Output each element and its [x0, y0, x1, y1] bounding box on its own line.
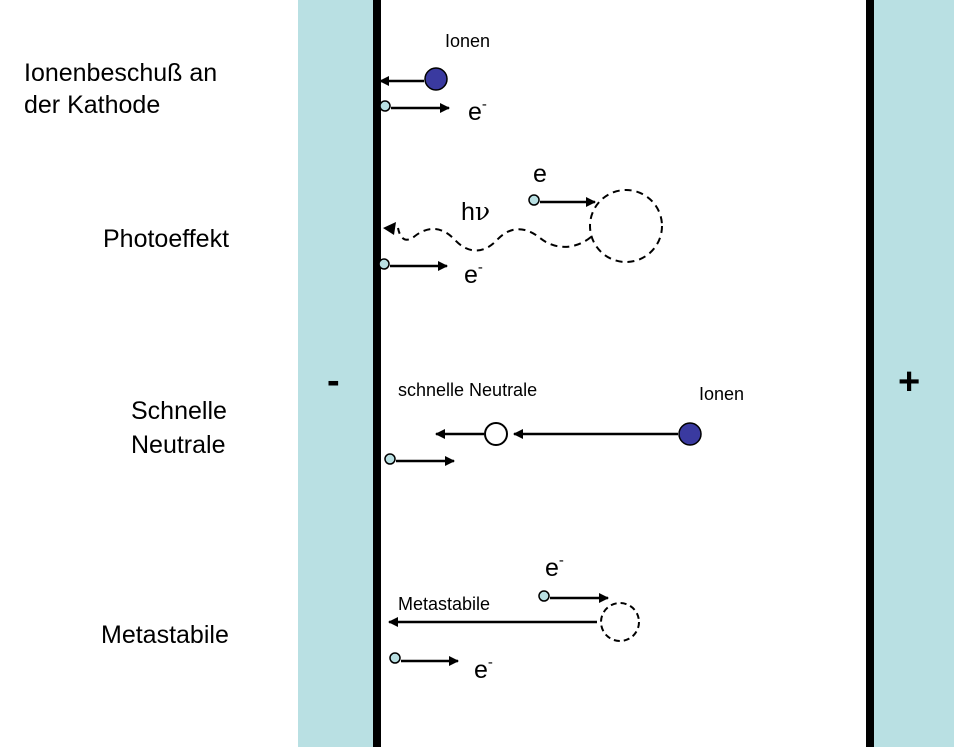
section-label-ion-line1: Ionenbeschuß an [24, 59, 217, 87]
anode-plate [872, 0, 954, 747]
electron-dot-2 [378, 258, 390, 270]
fast-neutral-particle [484, 422, 508, 446]
ion-particle [424, 67, 448, 91]
section-label-fast-line2: Neutrale [131, 431, 226, 459]
electron-dot-3 [384, 453, 396, 465]
metastable-atom-circle [600, 602, 640, 642]
ion-particle-right [678, 422, 702, 446]
metastable-label: Metastabile [398, 594, 490, 614]
photon-energy-label: hν [461, 197, 490, 226]
electron-dot-4 [389, 652, 401, 664]
fast-neutrals-label: schnelle Neutrale [398, 380, 537, 400]
anode-sign: + [898, 361, 920, 403]
cathode-plate [298, 0, 376, 747]
photon-arrow-head [383, 222, 396, 235]
electron-dot-photo-incoming [528, 194, 540, 206]
excited-atom-circle [589, 189, 663, 263]
cathode-sign: - [327, 360, 340, 402]
section-label-photo: Photoeffekt [103, 225, 229, 253]
electron-label-photo-top: e [533, 160, 547, 188]
section-label-meta: Metastabile [101, 621, 229, 649]
section-label-fast-line1: Schnelle [131, 397, 227, 425]
ion-label-right: Ionen [699, 384, 744, 404]
electron-label-4: e- [474, 654, 493, 684]
electron-label-2: e- [464, 259, 483, 289]
electron-dot-meta-incoming [538, 590, 550, 602]
electron-label-1: e- [468, 96, 487, 126]
electron-label-meta-top: e- [545, 552, 564, 582]
section-label-ion-line2: der Kathode [24, 91, 160, 119]
electron-dot-1 [379, 100, 391, 112]
ion-label-top: Ionen [445, 31, 490, 51]
photon-wave [397, 227, 592, 252]
